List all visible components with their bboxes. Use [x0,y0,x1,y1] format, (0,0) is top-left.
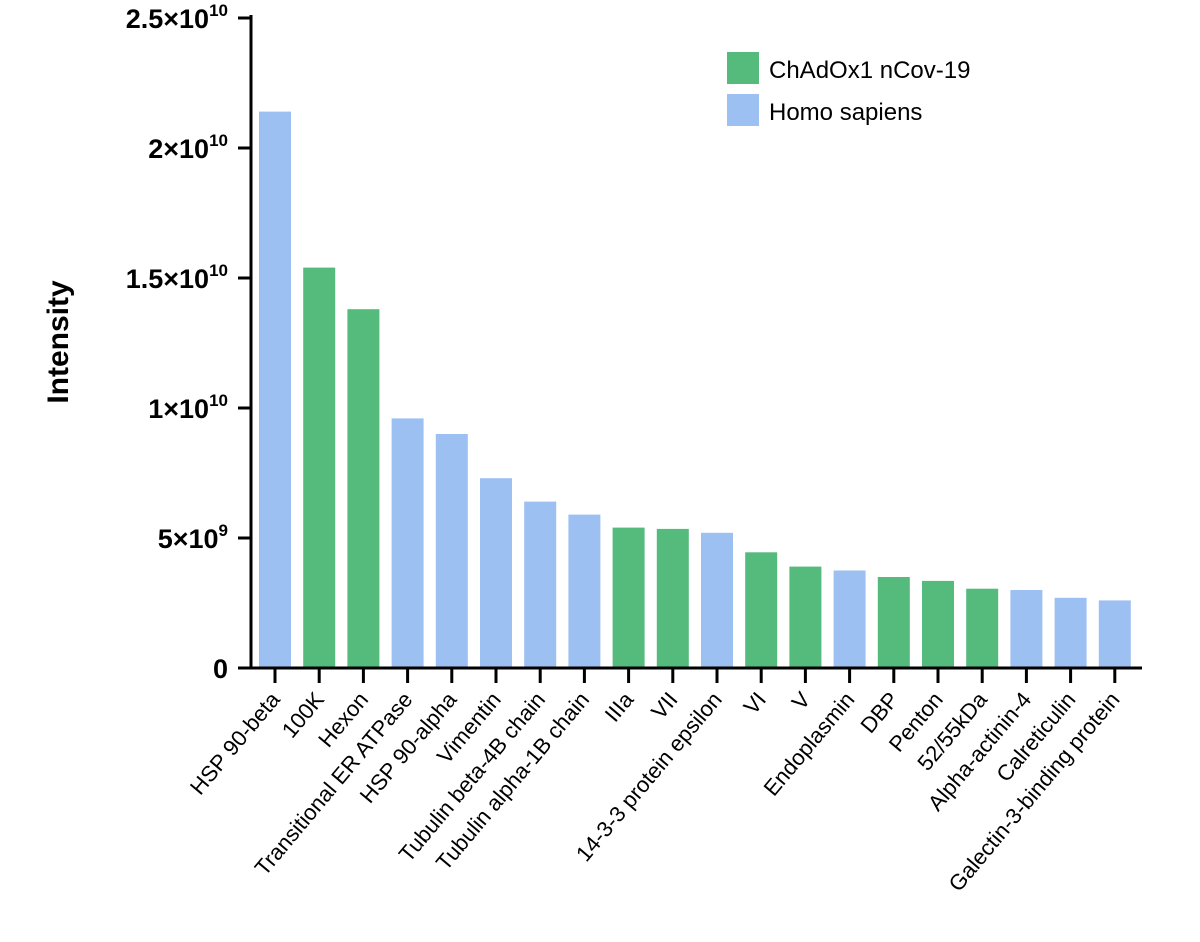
bar [259,111,291,669]
y-axis-label: Intensity [42,280,75,404]
y-tick-label: 5×109 [158,521,228,554]
y-axis-ticks: 0 5×109 1×1010 1.5×1010 2×1010 2.5×1010 [126,1,251,684]
bar [568,514,601,668]
bar [1098,600,1131,668]
legend-label-chadox1: ChAdOx1 nCov-19 [769,57,970,84]
bar [656,528,689,668]
bar [391,418,424,668]
x-tick-label: VII [646,687,682,724]
x-tick-label: IIIa [600,687,639,727]
legend-label-homo-sapiens: Homo sapiens [769,99,922,126]
x-tick-label: 14-3-3 protein epsilon [571,687,727,866]
bar [877,577,910,668]
bar [833,570,866,668]
x-tick-label: HSP 90-beta [185,687,285,800]
bar [922,580,954,668]
legend-swatch-homo-sapiens [727,94,759,126]
bar [612,527,645,668]
bar [347,309,380,668]
bar [435,434,468,668]
bar [1010,590,1043,668]
bar [789,566,822,668]
bar [701,532,733,668]
x-tick-label: VI [739,687,772,719]
x-tick-label: V [787,687,816,715]
bar [524,501,557,668]
y-tick-label: 2×1010 [148,131,228,164]
bar [303,267,336,668]
legend: ChAdOx1 nCov-19 Homo sapiens [727,52,970,126]
bar [966,588,999,668]
y-tick-label: 2.5×1010 [126,1,228,34]
y-tick-label: 1.5×1010 [126,261,228,294]
bars [259,111,1131,669]
y-tick-label: 0 [213,654,228,684]
bar [1054,597,1087,668]
y-tick-label: 1×1010 [148,391,228,424]
bar [745,552,778,668]
bar [480,478,512,668]
legend-swatch-chadox1 [727,52,759,84]
